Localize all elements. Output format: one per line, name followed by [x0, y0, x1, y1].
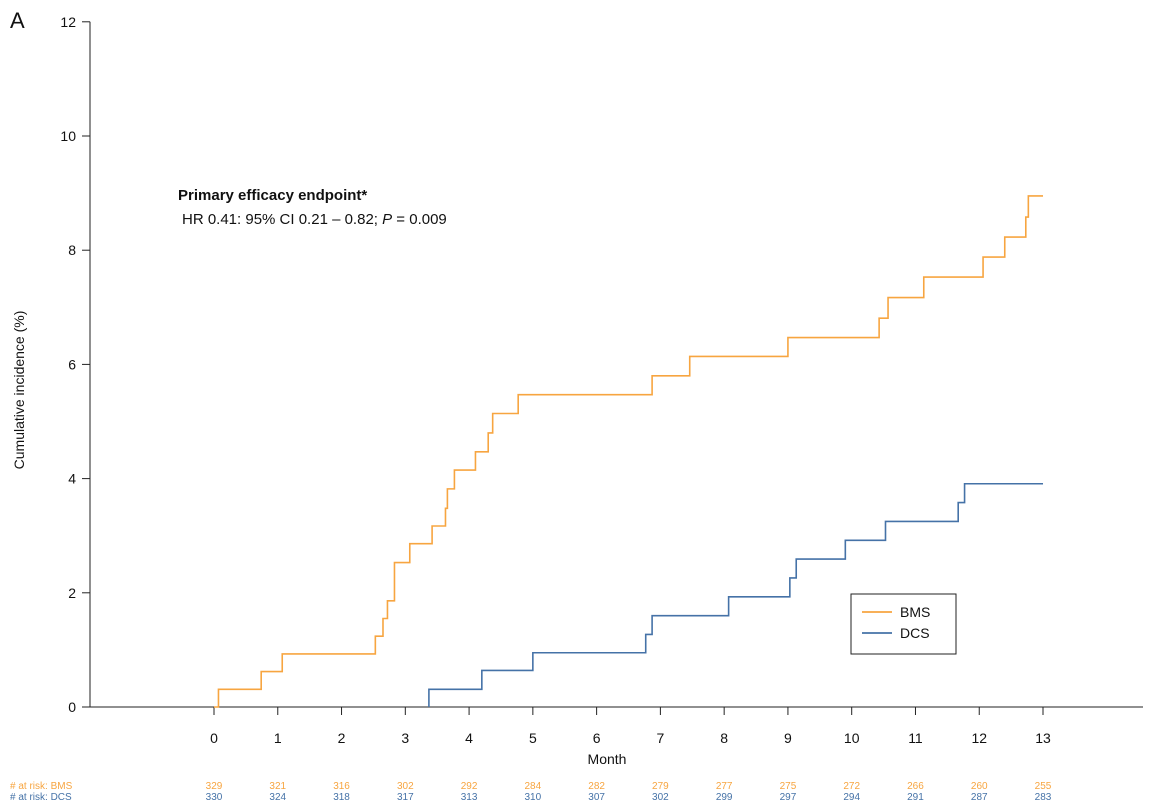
x-tick-label: 13	[1035, 730, 1051, 746]
x-tick-label: 11	[908, 730, 923, 746]
annotation-p-label: P	[382, 211, 392, 228]
legend: BMS DCS	[850, 593, 957, 655]
at-risk-value: 307	[588, 792, 605, 803]
x-tick-label: 1	[274, 730, 282, 746]
at-risk-value: 255	[1035, 781, 1052, 792]
at-risk-value: 275	[780, 781, 797, 792]
at-risk-value: 277	[716, 781, 733, 792]
at-risk-value: 297	[780, 792, 797, 803]
at-risk-value: 283	[1035, 792, 1052, 803]
annotation-stats: HR 0.41: 95% CI 0.21 – 0.82; P = 0.009	[182, 211, 447, 228]
at-risk-value: 291	[907, 792, 924, 803]
legend-label-dcs: DCS	[900, 625, 930, 641]
panel-label: A	[10, 8, 25, 33]
at-risk-value: 321	[269, 781, 286, 792]
x-tick-label: 2	[338, 730, 346, 746]
x-tick-label: 10	[844, 730, 860, 746]
at-risk-value: 292	[461, 781, 478, 792]
at-risk-value: 260	[971, 781, 988, 792]
x-tick-label: 4	[465, 730, 473, 746]
series-line-bms	[214, 195, 1044, 708]
series-group	[214, 195, 1044, 708]
at-risk-row-label: # at risk: BMS	[10, 781, 73, 792]
at-risk-value: 287	[971, 792, 988, 803]
at-risk-value: 266	[907, 781, 924, 792]
at-risk-value: 317	[397, 792, 414, 803]
at-risk-value: 330	[206, 792, 223, 803]
at-risk-value: 329	[206, 781, 223, 792]
at-risk-table: # at risk: BMS 329 321 316 302 292 284 282 279 27…	[10, 781, 1052, 803]
at-risk-value: 313	[461, 792, 478, 803]
series-line-dcs	[428, 482, 1044, 707]
annotation-p-value: = 0.009	[392, 211, 447, 228]
annotation: Primary efficacy endpoint* HR 0.41: 95% …	[178, 187, 447, 228]
y-tick-label: 0	[68, 699, 76, 715]
x-axis-label: Month	[588, 751, 627, 767]
at-risk-value: 282	[588, 781, 605, 792]
x-tick-label: 3	[401, 730, 409, 746]
x-axis-ticks: 0 1 2 3 4 5 6 7 8 9 10 11 12 13	[210, 707, 1051, 746]
y-tick-label: 4	[68, 471, 76, 487]
legend-box	[850, 593, 957, 655]
x-tick-label: 0	[210, 730, 218, 746]
at-risk-value: 279	[652, 781, 669, 792]
x-tick-label: 6	[593, 730, 601, 746]
at-risk-value: 318	[333, 792, 350, 803]
at-risk-value: 284	[525, 781, 542, 792]
at-risk-value: 294	[843, 792, 860, 803]
y-tick-label: 12	[60, 14, 76, 30]
annotation-prefix: HR 0.41: 95% CI 0.21 – 0.82;	[182, 211, 382, 228]
y-axis-label: Cumulative incidence (%)	[11, 311, 27, 470]
at-risk-row-label: # at risk: DCS	[10, 792, 72, 803]
at-risk-value: 272	[843, 781, 860, 792]
at-risk-value: 310	[525, 792, 542, 803]
y-tick-label: 10	[60, 128, 76, 144]
at-risk-value: 299	[716, 792, 733, 803]
annotation-title: Primary efficacy endpoint*	[178, 187, 367, 204]
y-tick-label: 8	[68, 242, 76, 258]
at-risk-value: 302	[652, 792, 669, 803]
at-risk-value: 302	[397, 781, 414, 792]
x-tick-label: 7	[656, 730, 664, 746]
at-risk-value: 324	[269, 792, 286, 803]
x-tick-label: 9	[784, 730, 792, 746]
x-tick-label: 5	[529, 730, 537, 746]
legend-label-bms: BMS	[900, 604, 930, 620]
y-tick-label: 2	[68, 585, 76, 601]
y-axis-ticks: 0 2 4 6 8 10 12	[60, 14, 90, 715]
x-tick-label: 12	[971, 730, 987, 746]
at-risk-value: 316	[333, 781, 350, 792]
x-tick-label: 8	[720, 730, 728, 746]
y-tick-label: 6	[68, 356, 76, 372]
axes	[89, 21, 1143, 708]
